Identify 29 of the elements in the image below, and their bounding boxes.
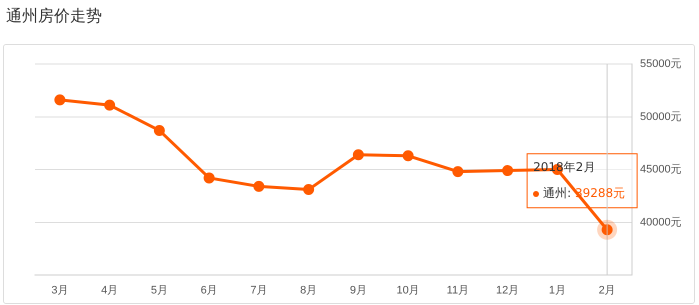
legend-label: 通州: (543, 186, 575, 200)
x-tick-label: 6月 (200, 284, 218, 297)
point (303, 184, 314, 196)
point (452, 166, 464, 178)
point (402, 150, 414, 162)
y-tick-label: 40000元 (640, 216, 682, 228)
point (204, 172, 215, 184)
x-tick-label: 9月 (350, 284, 367, 297)
x-tick-label: 12月 (496, 284, 520, 297)
x-tick-label: 2月 (598, 284, 616, 297)
point (104, 100, 116, 111)
x-tick-label: 11月 (446, 284, 470, 297)
x-tick-label: 5月 (150, 284, 168, 297)
point (352, 149, 364, 160)
annotation: 2018年2月 (533, 160, 596, 174)
point (54, 94, 66, 106)
x-tick-label: 8月 (300, 284, 318, 297)
y-tick-label: 45000元 (640, 164, 682, 176)
point (502, 165, 514, 176)
x-tick-label: 10月 (396, 284, 420, 297)
x-tick-label: 7月 (250, 284, 268, 297)
y-tick-label: 55000元 (640, 58, 682, 70)
x-tick-label: 1月 (548, 284, 566, 297)
y-tick-label: 50000元 (640, 110, 682, 123)
x-tick-label: 3月 (51, 284, 68, 297)
x-tick-label: 4月 (101, 284, 118, 297)
point (253, 180, 264, 192)
point (154, 124, 165, 136)
chart-title: 通州房价走势 (6, 6, 102, 27)
